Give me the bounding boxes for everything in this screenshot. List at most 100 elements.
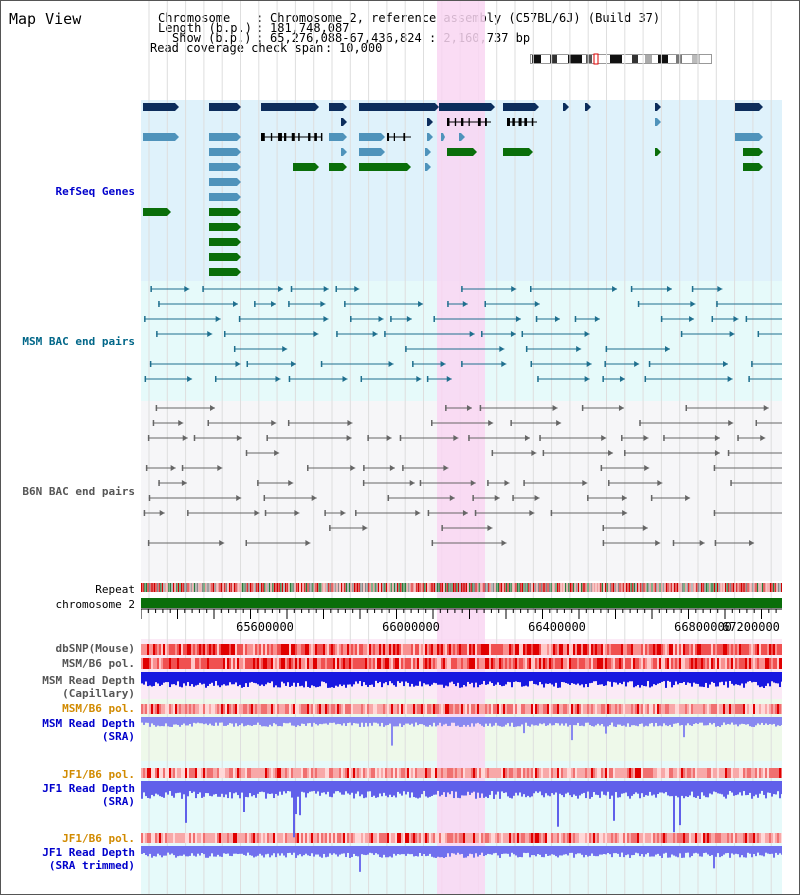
- pol-heat-cell: [643, 704, 645, 714]
- depth-bar: [183, 717, 185, 724]
- pol-heat-cell: [553, 644, 555, 655]
- pol-heat-cell: [323, 644, 325, 655]
- depth-bar: [503, 781, 505, 793]
- depth-bar: [629, 781, 631, 799]
- chromosome-ideogram[interactable]: [530, 53, 713, 65]
- genome-tracks-panel[interactable]: 65600000 66000000 66400000 66800000 6720…: [141, 1, 782, 894]
- depth-bar: [711, 672, 713, 682]
- pol-heat-cell: [561, 704, 563, 714]
- track-label-b6n-bac[interactable]: B6N BAC end pairs: [22, 485, 135, 498]
- depth-bar: [715, 846, 717, 857]
- pol-heat-cell: [279, 833, 281, 843]
- depth-bar: [389, 717, 391, 724]
- pol-heat-cell: [767, 833, 769, 843]
- track-label-msm-b6-pol-1[interactable]: MSM/B6 pol.: [62, 657, 135, 670]
- depth-bar: [721, 717, 723, 726]
- pol-heat-cell: [463, 768, 465, 778]
- pol-heat-cell: [759, 833, 761, 843]
- pol-heat-cell: [383, 644, 385, 655]
- track-label-msm-depth-sra[interactable]: MSM Read Depth: [42, 717, 135, 730]
- b6n-bac-pairs[interactable]: [143, 405, 782, 546]
- depth-bar: [313, 672, 315, 687]
- pol-heat-cell: [229, 833, 231, 843]
- b6n-bac-pair-end: [445, 405, 447, 411]
- track-label-chromosome: chromosome 2: [55, 598, 135, 611]
- pol-heat-cell: [455, 704, 457, 714]
- track-label-jf1-b6-pol-1[interactable]: JF1/B6 pol.: [62, 768, 135, 781]
- depth-bar: [675, 781, 677, 796]
- gene-feature: [143, 133, 175, 141]
- pol-heat-cell: [479, 704, 481, 714]
- depth-bar: [541, 672, 543, 685]
- depth-bar: [507, 846, 509, 854]
- depth-bar: [575, 781, 577, 796]
- depth-bar: [477, 846, 479, 857]
- gene-arrow: [473, 148, 477, 156]
- pol-heat-cell: [285, 768, 287, 778]
- depth-bar: [693, 846, 695, 854]
- depth-bar: [367, 717, 369, 727]
- repeat-mark: [549, 583, 551, 592]
- depth-bar: [317, 781, 319, 792]
- pol-heat-cell: [279, 768, 281, 778]
- pol-heat-cell: [731, 704, 733, 714]
- pol-heat-cell: [159, 833, 161, 843]
- depth-bar: [725, 672, 727, 682]
- pol-heat-cell: [691, 833, 693, 843]
- depth-bar: [689, 672, 691, 684]
- depth-bar: [405, 846, 407, 856]
- pol-heat-cell: [431, 644, 433, 655]
- repeat-mark: [301, 583, 303, 592]
- track-label-refseq[interactable]: RefSeq Genes: [55, 185, 135, 198]
- depth-bar: [343, 846, 345, 854]
- track-label-jf1-depth-sra[interactable]: JF1 Read Depth: [42, 782, 135, 795]
- pol-heat-cell: [655, 644, 657, 655]
- pol-heat-cell: [213, 704, 215, 714]
- depth-bar: [757, 717, 759, 724]
- b6n-bac-pair-end: [274, 450, 280, 456]
- depth-bar: [343, 672, 345, 685]
- pol-heat-cell: [169, 658, 171, 669]
- repeat-mark: [693, 583, 695, 592]
- read-depth-tracks[interactable]: [141, 672, 782, 872]
- pol-heat-cell: [603, 658, 605, 669]
- track-label-msm-b6-pol-2[interactable]: MSM/B6 pol.: [62, 702, 135, 715]
- polymorphism-heat-tracks[interactable]: [141, 644, 782, 843]
- pol-heat-cell: [401, 658, 403, 669]
- repeat-mark: [736, 583, 738, 592]
- track-label-jf1-b6-pol-2[interactable]: JF1/B6 pol.: [62, 832, 135, 845]
- pol-heat-cell: [341, 768, 343, 778]
- b6n-bac-pair-end: [399, 435, 402, 441]
- track-label-msm-bac[interactable]: MSM BAC end pairs: [22, 335, 135, 348]
- depth-bar: [689, 717, 691, 726]
- pol-heat-cell: [557, 644, 559, 655]
- repeat-mark: [421, 583, 423, 592]
- depth-bar: [267, 846, 269, 854]
- msm-bac-pairs[interactable]: [144, 286, 782, 382]
- refseq-gene-features[interactable]: [143, 103, 763, 276]
- depth-bar: [243, 781, 245, 812]
- depth-bar: [539, 672, 541, 682]
- repeat-mark: [726, 583, 728, 592]
- msm-bac-pair-end: [648, 361, 651, 367]
- msm-bac-pair-end: [344, 301, 346, 307]
- depth-bar: [681, 781, 683, 796]
- pol-heat-cell: [187, 833, 189, 843]
- pol-heat-cell: [479, 644, 481, 655]
- depth-bar: [257, 717, 259, 723]
- pol-heat-cell: [407, 644, 409, 655]
- track-label-dbsnp[interactable]: dbSNP(Mouse): [55, 642, 135, 655]
- pol-heat-cell: [275, 658, 277, 669]
- depth-bar: [439, 781, 441, 797]
- pol-heat-cell: [407, 833, 409, 843]
- pol-heat-cell: [677, 658, 679, 669]
- depth-bar: [259, 846, 261, 854]
- track-label-jf1-depth-trim[interactable]: JF1 Read Depth: [42, 846, 135, 859]
- pol-heat-cell: [455, 833, 457, 843]
- depth-bar: [605, 846, 607, 855]
- depth-bar: [769, 717, 771, 725]
- repeat-track[interactable]: [141, 583, 782, 592]
- repeat-mark: [760, 583, 762, 592]
- track-label-msm-depth-cap[interactable]: MSM Read Depth: [42, 674, 135, 687]
- depth-bar: [719, 846, 721, 858]
